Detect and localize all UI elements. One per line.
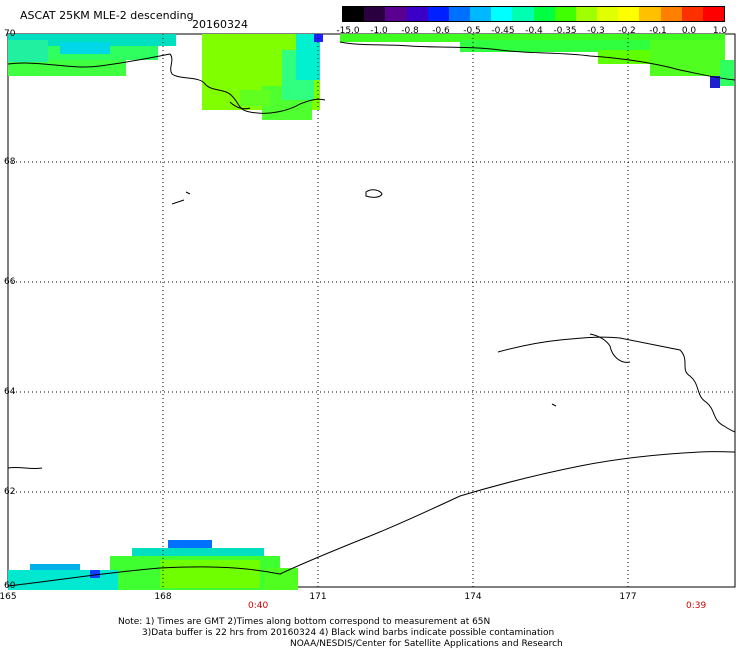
colorbar-swatch — [660, 7, 682, 21]
colorbar-swatch — [385, 7, 407, 21]
footer-note-1: Note: 1) Times are GMT 2)Times along bot… — [118, 617, 491, 627]
map-date: 20160324 — [192, 18, 248, 31]
colorbar — [342, 6, 725, 22]
lat-label-62: 62 — [4, 487, 16, 497]
colorbar-swatch — [364, 7, 386, 21]
colorbar-swatch — [618, 7, 640, 21]
lon-label-177: 177 — [619, 592, 637, 602]
colorbar-swatch — [406, 7, 428, 21]
lat-label-68: 68 — [4, 157, 16, 167]
swath-top-left — [8, 34, 176, 76]
colorbar-label: -0.8 — [401, 26, 419, 36]
lon-label-174: 174 — [464, 592, 482, 602]
footer-note-2: 3)Data buffer is 22 hrs from 20160324 4)… — [142, 628, 555, 638]
lat-label-60: 60 — [4, 581, 16, 591]
colorbar-label: -0.45 — [491, 26, 515, 36]
map-title: ASCAT 25KM MLE-2 descending — [20, 9, 194, 22]
lat-label-70: 70 — [4, 29, 16, 39]
colorbar-swatch — [512, 7, 534, 21]
plot-frame — [7, 33, 736, 588]
colorbar-swatch — [702, 7, 725, 21]
colorbar-swatch — [597, 7, 619, 21]
colorbar-label: -0.1 — [649, 26, 667, 36]
swath-bottom-left — [8, 540, 298, 590]
lat-label-64: 64 — [4, 387, 16, 397]
colorbar-label: -0.35 — [553, 26, 577, 36]
colorbar-swatch — [575, 7, 598, 21]
colorbar-label: -0.3 — [587, 26, 605, 36]
lon-label-168: 168 — [154, 592, 172, 602]
colorbar-swatch — [470, 7, 492, 21]
lon-label-165: 165 — [0, 592, 17, 602]
time-label-0: 0:40 — [248, 601, 269, 611]
coastlines — [7, 41, 736, 587]
lon-label-171: 171 — [309, 592, 327, 602]
colorbar-swatch — [448, 7, 471, 21]
colorbar-label: -0.2 — [618, 26, 636, 36]
colorbar-label: -0.5 — [463, 26, 481, 36]
swath-top-right — [340, 34, 734, 88]
colorbar-swatch — [639, 7, 661, 21]
colorbar-label: -0.6 — [432, 26, 450, 36]
lat-label-66: 66 — [4, 277, 16, 287]
colorbar-swatch — [427, 7, 449, 21]
swath-top-middle — [202, 34, 323, 120]
colorbar-label: 1.0 — [712, 26, 728, 36]
footer-credit: NOAA/NESDIS/Center for Satellite Applica… — [290, 639, 563, 649]
colorbar-label: -0.4 — [525, 26, 543, 36]
gridlines — [8, 34, 735, 587]
colorbar-swatch — [681, 7, 703, 21]
time-label-1: 0:39 — [686, 601, 707, 611]
colorbar-swatch — [554, 7, 576, 21]
colorbar-label: -1.0 — [370, 26, 388, 36]
colorbar-swatch — [343, 7, 365, 21]
colorbar-swatch — [491, 7, 513, 21]
colorbar-label: 0.0 — [681, 26, 697, 36]
colorbar-label: -15.0 — [336, 26, 360, 36]
colorbar-swatch — [533, 7, 555, 21]
